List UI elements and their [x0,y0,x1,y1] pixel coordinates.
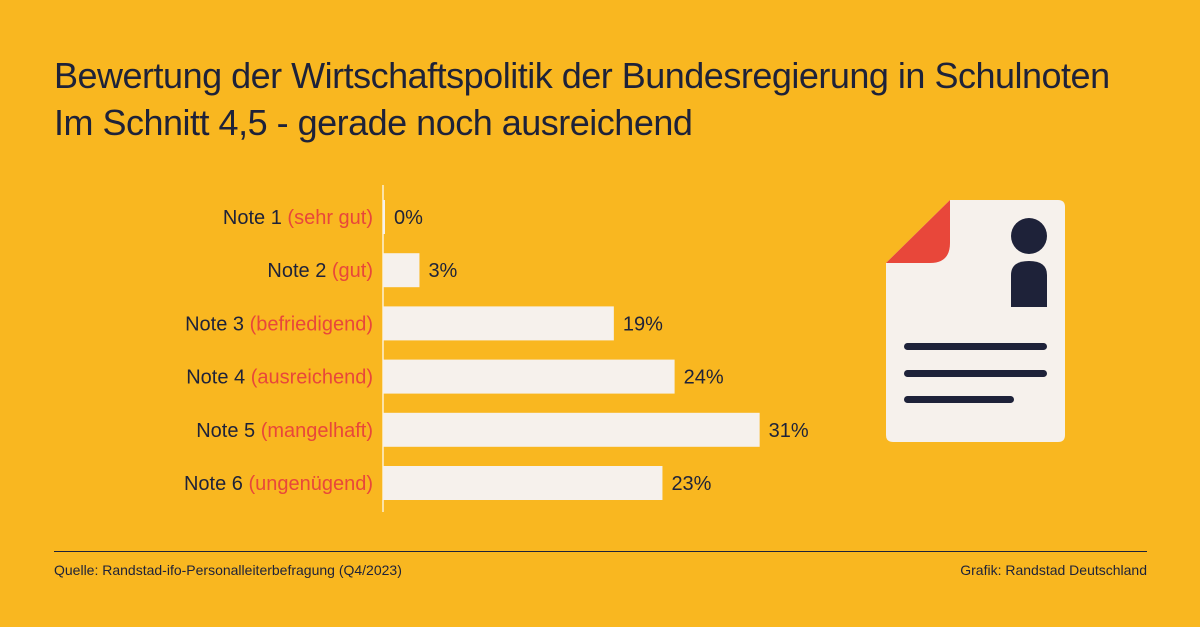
category-label: Note 2 (gut) [267,260,373,282]
category-label: Note 1 (sehr gut) [223,207,373,229]
text-line [904,370,1047,377]
document-profile-icon [886,200,1065,442]
bar [383,466,663,500]
credit-note: Grafik: Randstad Deutschland [960,562,1147,578]
text-line [904,343,1047,350]
bar-chart: Note 1 (sehr gut) 0% Note 2 (gut) 3% Note 3 … [184,185,809,512]
avatar-body [1011,261,1047,307]
category-label: Note 5 (mangelhaft) [196,420,373,442]
bar [383,359,675,394]
source-note: Quelle: Randstad-ifo-Personalleiterbefra… [54,562,402,578]
data-label: 31% [769,420,809,442]
chart-title: Bewertung der Wirtschaftspolitik der Bun… [54,52,1110,146]
document-folded-corner [886,200,950,263]
category-sublabel: (mangelhaft) [261,420,373,442]
avatar-head [1011,218,1047,254]
category-sublabel: (sehr gut) [287,207,373,229]
chart-title-line: Bewertung der Wirtschaftspolitik der Bun… [54,55,1110,96]
category-sublabel: (befriedigend) [250,313,373,335]
chart-subtitle: Im Schnitt 4,5 - gerade noch ausreichend [54,102,693,143]
data-label: 3% [428,260,457,282]
category-label: Note 4 (ausreichend) [186,367,373,389]
category-label: Note 6 (ungenügend) [184,473,373,495]
text-line [904,396,1014,403]
category-name: Note 5 [196,420,260,442]
category-label: Note 3 (befriedigend) [185,313,373,335]
bar [383,412,760,447]
category-name: Note 6 [184,473,248,495]
category-sublabel: (gut) [332,260,373,282]
category-name: Note 1 [223,207,287,229]
category-sublabel: (ungenügend) [248,473,373,495]
footer-divider [54,551,1147,552]
data-label: 23% [671,473,711,495]
category-name: Note 4 [186,367,250,389]
category-name: Note 2 [267,260,331,282]
data-label: 0% [394,207,423,229]
category-sublabel: (ausreichend) [251,367,373,389]
bar [383,253,420,288]
data-label: 19% [623,313,663,335]
category-name: Note 3 [185,313,249,335]
data-label: 24% [684,367,724,389]
bar [383,200,385,234]
bar [383,306,614,341]
